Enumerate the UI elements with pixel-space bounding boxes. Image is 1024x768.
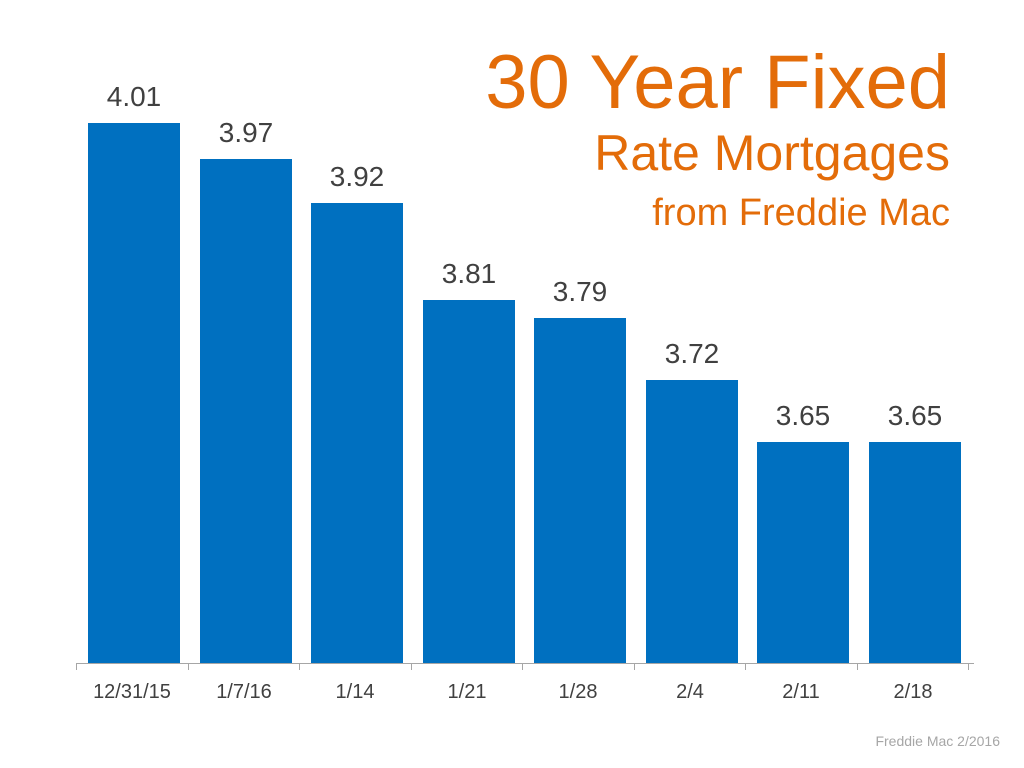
x-axis-label: 2/11	[782, 681, 820, 703]
data-label: 3.65	[887, 400, 943, 431]
x-axis-label: 1/7/16	[216, 681, 272, 703]
x-axis-line	[76, 663, 974, 664]
bar	[646, 380, 738, 663]
bar	[534, 318, 626, 663]
title-line-1: 30 Year Fixed	[485, 40, 950, 125]
x-axis-tick	[76, 663, 77, 670]
data-label: 3.92	[329, 161, 385, 192]
x-axis-tick	[188, 663, 189, 670]
data-label: 3.79	[552, 276, 608, 307]
x-axis-tick	[634, 663, 635, 670]
x-axis-label: 2/18	[893, 681, 933, 703]
bar	[311, 203, 403, 663]
x-axis-tick	[299, 663, 300, 670]
x-axis-label: 12/31/15	[93, 681, 171, 703]
title-line-2: Rate Mortgages	[594, 125, 950, 181]
data-label: 3.97	[218, 117, 274, 148]
x-axis-tick	[968, 663, 969, 670]
source-note: Freddie Mac 2/2016	[875, 733, 1000, 749]
x-axis-tick	[745, 663, 746, 670]
data-label: 3.81	[441, 258, 497, 289]
x-axis-label: 1/14	[335, 681, 375, 703]
title-line-3: from Freddie Mac	[652, 192, 950, 234]
data-label: 4.01	[106, 81, 162, 112]
x-axis-tick	[522, 663, 523, 670]
x-axis-tick	[857, 663, 858, 670]
data-label: 3.72	[664, 338, 720, 369]
x-axis-label: 2/4	[676, 681, 704, 703]
x-axis-label: 1/28	[558, 681, 598, 703]
chart-title: 30 Year Fixed Rate Mortgages from Freddi…	[485, 40, 950, 236]
bar	[757, 442, 849, 663]
x-axis-tick	[411, 663, 412, 670]
bar	[200, 159, 292, 663]
x-axis-label: 1/21	[447, 681, 487, 703]
bar	[88, 123, 180, 663]
bar	[423, 300, 515, 663]
data-label: 3.65	[775, 400, 831, 431]
bar	[869, 442, 961, 663]
